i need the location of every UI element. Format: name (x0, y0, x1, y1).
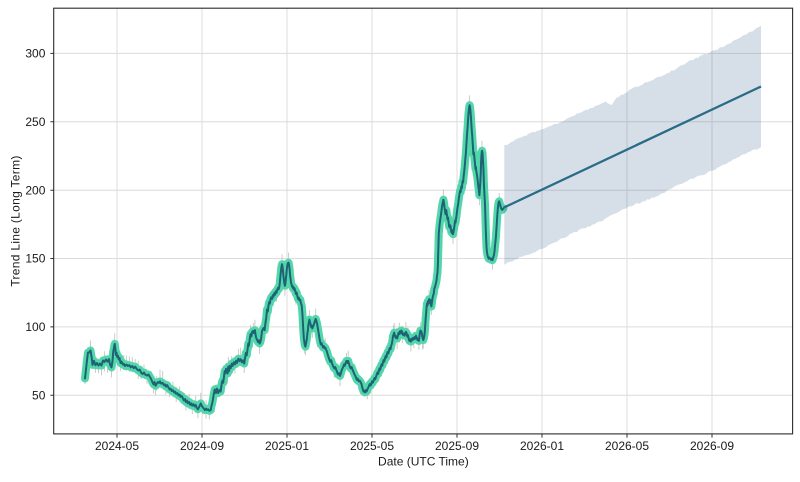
svg-text:2026-09: 2026-09 (690, 439, 734, 453)
svg-text:150: 150 (25, 252, 45, 266)
svg-text:2026-05: 2026-05 (605, 439, 649, 453)
svg-text:Trend Line (Long Term): Trend Line (Long Term) (9, 155, 23, 286)
svg-text:2025-09: 2025-09 (435, 439, 479, 453)
svg-text:2025-05: 2025-05 (350, 439, 394, 453)
svg-text:50: 50 (32, 389, 46, 403)
svg-text:Date (UTC Time): Date (UTC Time) (378, 455, 469, 469)
svg-text:2026-01: 2026-01 (520, 439, 564, 453)
svg-text:2024-05: 2024-05 (95, 439, 139, 453)
svg-text:200: 200 (25, 183, 45, 197)
svg-text:2025-01: 2025-01 (265, 439, 309, 453)
svg-text:250: 250 (25, 115, 45, 129)
svg-text:100: 100 (25, 320, 45, 334)
svg-text:300: 300 (25, 47, 45, 61)
svg-text:2024-09: 2024-09 (180, 439, 224, 453)
